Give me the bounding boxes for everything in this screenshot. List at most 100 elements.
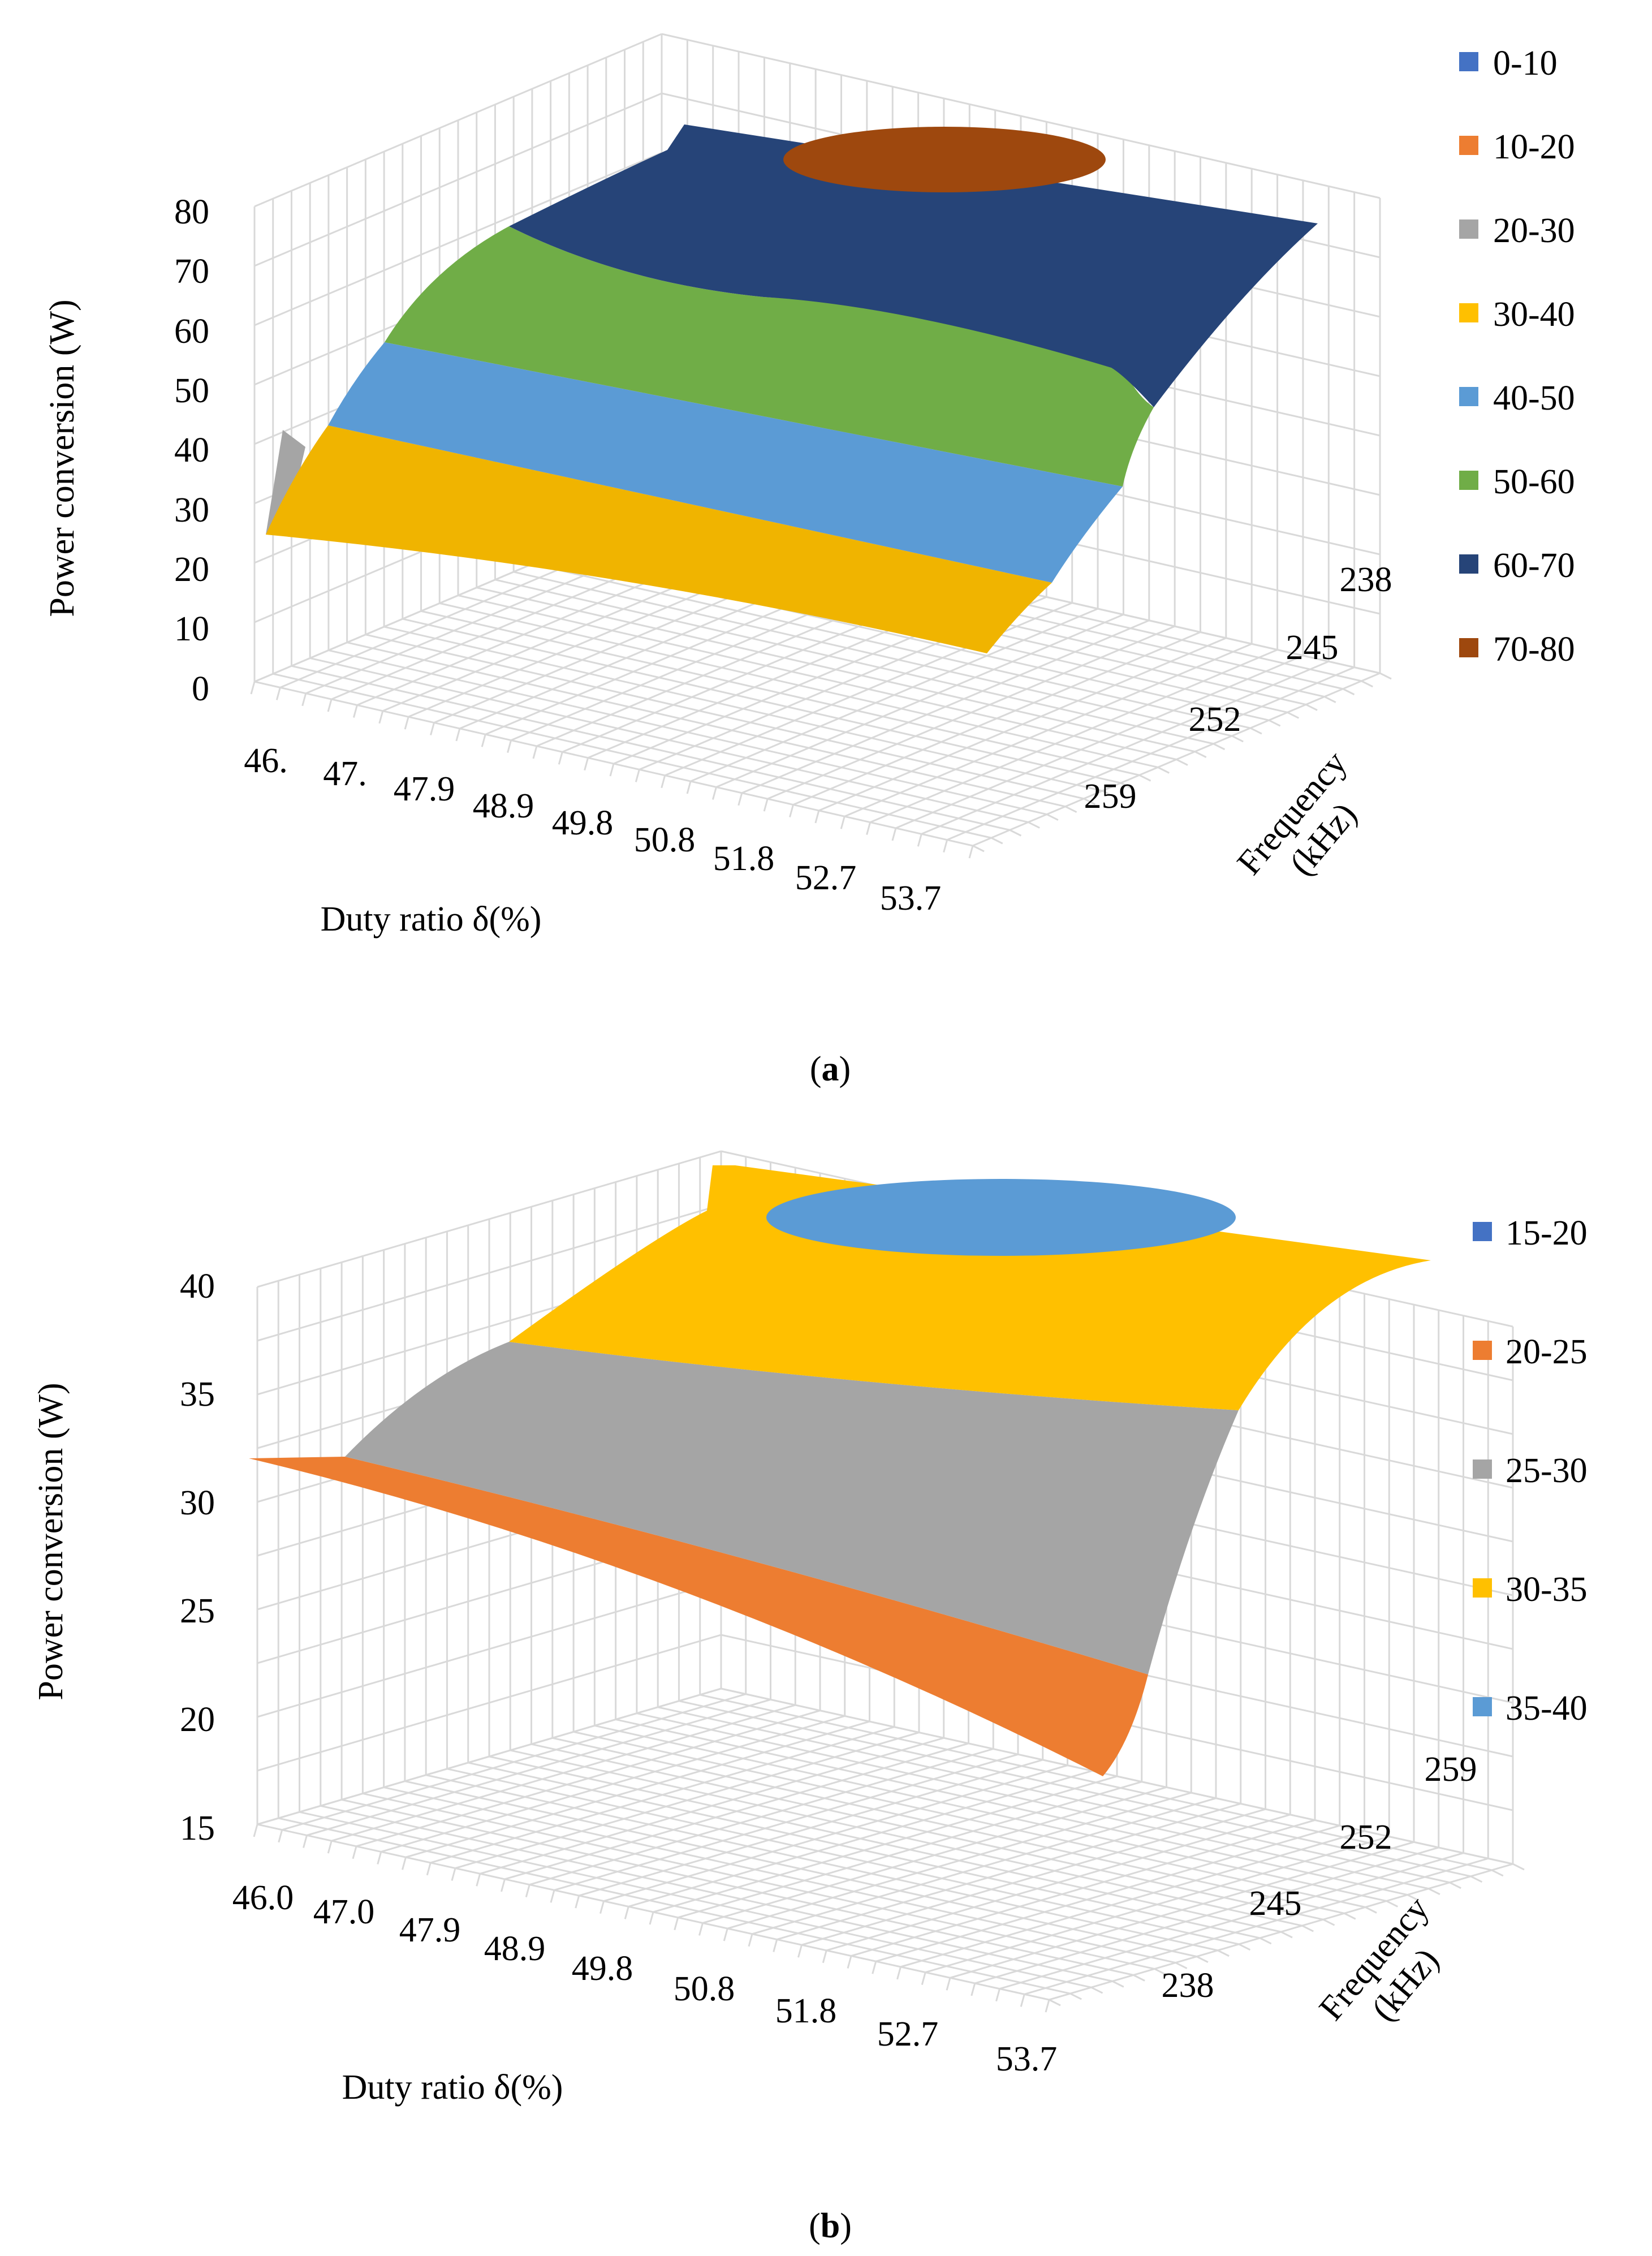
chart-b-tick-mark — [303, 1835, 308, 1848]
surface-b-band-30-35 — [509, 1165, 1431, 1410]
chart-a-tick-mark — [430, 722, 435, 735]
chart-b-z-tick: 20 — [180, 1700, 215, 1739]
chart-a-wall-gridline — [254, 152, 662, 326]
chart-b-floor-gridline — [552, 1737, 1345, 1914]
chart-a-floor-gridline — [532, 563, 1251, 729]
chart-b-z-axis-title: Power conversion (W) — [32, 1383, 70, 1700]
chart-a-x-tick: 51.8 — [713, 839, 775, 878]
chart-b-x-tick: 49.8 — [572, 1949, 633, 1988]
chart-a-tick-mark — [1361, 680, 1373, 688]
chart-b-tick-mark — [476, 1873, 481, 1887]
chart-a-z-tick: 40 — [174, 431, 209, 470]
chart-b-tick-mark — [723, 1928, 728, 1941]
chart-b-tick-mark — [1280, 1931, 1293, 1939]
chart-a-tick-mark — [891, 828, 897, 841]
chart-a-tick-mark — [763, 798, 769, 812]
caption-a: (a) — [810, 1050, 851, 1088]
chart-a-tick-mark — [1194, 751, 1207, 758]
legend-b-swatch — [1473, 1341, 1492, 1360]
legend-a-swatch — [1459, 554, 1478, 574]
surface-b-band-35-40 — [766, 1179, 1236, 1256]
chart-a-floor-gridline — [421, 610, 1140, 776]
chart-b-floor-gridline — [636, 1712, 1429, 1890]
chart-a-tick-mark — [737, 793, 743, 806]
chart-b-tick-mark — [501, 1879, 506, 1892]
chart-a-y-tick: 238 — [1340, 561, 1392, 599]
chart-b-tick-mark — [550, 1889, 555, 1903]
chart-b-tick-mark — [872, 1961, 877, 1974]
chart-b-floor-gridline — [447, 1768, 1239, 1945]
chart-b-y-axis-title: Frequency (kHz) — [1312, 1889, 1447, 2029]
chart-a-tick-mark — [584, 757, 589, 771]
chart-a-z-tick: 10 — [174, 610, 209, 648]
chart-b-y-ticks: 259 252 245 238 — [1162, 1750, 1477, 2005]
surface-a-band-60-70 — [509, 124, 1318, 407]
chart-b-x-tick: 52.7 — [877, 2015, 939, 2053]
chart-b-tick-mark — [1470, 1875, 1483, 1883]
chart-a-floor-gridline — [513, 571, 1232, 737]
chart-b-floor-gridline — [489, 1755, 1282, 1933]
legend-a-swatch — [1459, 52, 1478, 71]
chart-b-z-tick: 25 — [180, 1592, 215, 1630]
chart-b-wall-gridline — [257, 1687, 722, 1826]
legend-b-swatch — [1473, 1697, 1492, 1716]
chart-b-tick-mark — [1491, 1869, 1504, 1877]
chart-b-tick-mark — [1428, 1888, 1440, 1895]
chart-a-z-tick: 20 — [174, 550, 209, 589]
chart-b-wall-gridline — [257, 1204, 722, 1342]
chart-b-z-tick: 40 — [180, 1267, 215, 1306]
chart-a-z-tick: 70 — [174, 252, 209, 291]
chart-a-floor-gridline — [476, 587, 1196, 753]
chart-b-x-tick: 51.8 — [775, 1992, 837, 2030]
chart-a-tick-mark — [661, 775, 666, 789]
chart-a-z-tick: 0 — [192, 670, 209, 708]
chart-b-tick-mark — [1344, 1912, 1356, 1920]
chart-b-x-tick: 48.9 — [484, 1930, 546, 1968]
chart-a-tick-mark — [1268, 719, 1281, 727]
chart-a-tick-mark — [558, 751, 563, 765]
chart-a-floor-gridline — [291, 665, 1010, 831]
legend-b-item: 20-25 — [1473, 1333, 1588, 1371]
chart-a-tick-mark — [1102, 790, 1114, 798]
chart-a-z-tick: 50 — [174, 372, 209, 410]
chart-b-floor-gridline — [700, 1694, 1493, 1871]
legend-b-label: 30-35 — [1506, 1570, 1588, 1609]
legend-b-swatch — [1473, 1578, 1492, 1598]
chart-b-tick-mark — [847, 1956, 852, 1969]
chart-a-x-tick: 47.9 — [394, 770, 455, 808]
legend-a-swatch — [1459, 387, 1478, 406]
chart-b-floor-gridline — [531, 1743, 1323, 1921]
chart-a-x-tick: 50.8 — [634, 821, 696, 859]
chart-b-wall-gridline — [257, 1150, 722, 1288]
chart-b-floor-gridline — [299, 1811, 1092, 1988]
chart-b-y-tick: 252 — [1340, 1818, 1392, 1857]
chart-a-tick-mark — [609, 763, 615, 777]
chart-a-y-tick: 245 — [1286, 628, 1339, 667]
chart-a-x-ticks: 46. 47. 47.9 48.9 49.8 50.8 51.8 52.7 53… — [244, 742, 941, 918]
chart-a-tick-mark — [1287, 711, 1300, 719]
chart-a-tick-mark — [686, 781, 692, 794]
chart-b-tick-mark — [1020, 1994, 1025, 2007]
legend-a-label: 20-30 — [1493, 212, 1575, 250]
chart-b-tick-mark — [1133, 1974, 1145, 1982]
chart-a-x-tick: 47. — [323, 755, 367, 793]
chart-b-x-tick: 50.8 — [674, 1970, 735, 2008]
chart-a-tick-mark — [943, 839, 948, 853]
chart-b-tick-mark — [1365, 1906, 1377, 1914]
chart-a-tick-mark — [1028, 821, 1040, 829]
legend-a-label: 50-60 — [1493, 463, 1575, 501]
legend-a-swatch — [1459, 136, 1478, 155]
chart-b-tick-mark — [1049, 1999, 1061, 2007]
surface-a-band-20-30 — [266, 430, 305, 535]
chart-a-y-tick: 252 — [1189, 700, 1241, 739]
chart-a-y-ticks: 238 245 252 259 — [1084, 561, 1392, 816]
chart-a-floor-gridline — [273, 673, 992, 839]
chart-b-tick-mark — [1069, 1992, 1082, 2000]
chart-a-wall-gridline — [254, 33, 662, 208]
chart-a-tick-mark — [1083, 798, 1096, 806]
chart-a-tick-mark — [1046, 813, 1059, 821]
chart-a-tick-mark — [352, 705, 358, 718]
chart-a-tick-mark — [1157, 767, 1170, 774]
chart-a-tick-mark — [455, 728, 461, 742]
